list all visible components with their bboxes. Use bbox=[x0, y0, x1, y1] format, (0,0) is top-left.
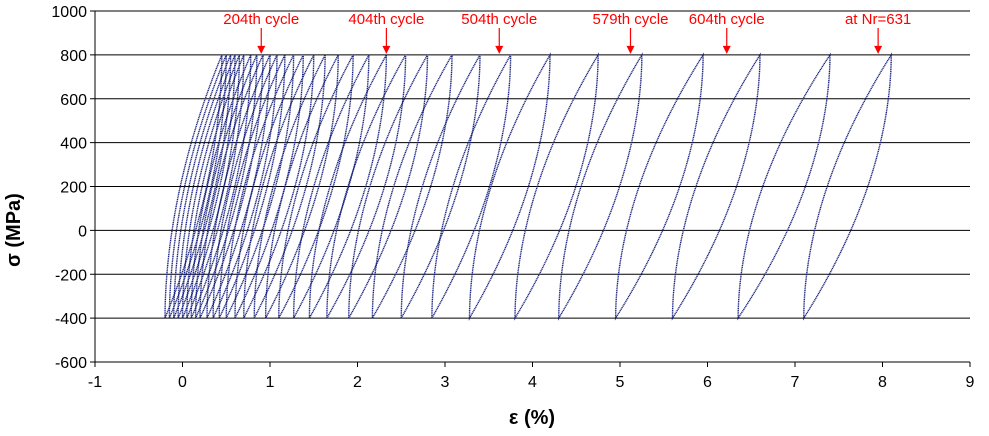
loop-series-10 bbox=[206, 54, 271, 319]
loop-series-2 bbox=[168, 54, 227, 319]
loop-series-9 bbox=[199, 54, 264, 319]
y-tick-label: 200 bbox=[60, 180, 87, 197]
x-tick-label: 9 bbox=[966, 374, 975, 391]
annotation-label-4: 579th cycle bbox=[593, 11, 669, 28]
annotation-arrow-head bbox=[382, 45, 391, 54]
loop-series-22 bbox=[348, 54, 429, 319]
annotation-label-3: 504th cycle bbox=[461, 11, 537, 28]
loop-series-25 bbox=[431, 54, 512, 319]
loop-series-12 bbox=[218, 54, 286, 319]
annotations: 204th cycle 404th cycle 504th cycle 579th c… bbox=[223, 11, 911, 54]
x-tick-label: 7 bbox=[791, 374, 800, 391]
annotation-label-2: 404th cycle bbox=[348, 11, 424, 28]
annotation-label-6: at Nr=631 bbox=[845, 11, 911, 28]
annotation-label-1: 204th cycle bbox=[223, 11, 299, 28]
loop-series-27 bbox=[514, 52, 599, 321]
x-tick-label: 5 bbox=[616, 374, 625, 391]
loop-series-17 bbox=[264, 54, 339, 319]
loop-series-14 bbox=[234, 54, 304, 319]
loop-series-6 bbox=[186, 54, 245, 319]
loop-series-8 bbox=[194, 54, 258, 319]
loop-series-15 bbox=[243, 54, 315, 319]
x-tick-label: 2 bbox=[353, 374, 362, 391]
annotation-arrow-head bbox=[722, 45, 731, 54]
annotation-arrow-head bbox=[495, 45, 504, 54]
y-tick-label: -200 bbox=[55, 267, 87, 284]
annotation-arrow-head bbox=[257, 45, 266, 54]
y-tick-label: 800 bbox=[60, 48, 87, 65]
loop-series-5 bbox=[181, 54, 241, 319]
loop-series-26 bbox=[468, 52, 551, 321]
loop-series-28 bbox=[558, 52, 643, 321]
loop-series-16 bbox=[253, 54, 326, 319]
annotation-label-5: 604th cycle bbox=[689, 11, 765, 28]
loop-series-29 bbox=[614, 52, 704, 321]
loop-series-32 bbox=[803, 52, 892, 321]
x-tick-label: 0 bbox=[178, 374, 187, 391]
y-tick-label: 0 bbox=[78, 223, 87, 240]
y-tick-label: 400 bbox=[60, 136, 87, 153]
loop-series-13 bbox=[225, 54, 295, 319]
annotation-arrow-head bbox=[626, 45, 635, 54]
loop-series-4 bbox=[177, 54, 236, 319]
loop-series-19 bbox=[292, 54, 370, 319]
loop-series-23 bbox=[371, 54, 453, 319]
x-tick-label: 1 bbox=[266, 374, 275, 391]
loop-series-11 bbox=[212, 54, 278, 319]
annotation-arrow-head bbox=[874, 45, 883, 54]
y-tick-label: 1000 bbox=[51, 4, 87, 21]
loop-series-30 bbox=[671, 52, 761, 321]
loop-series-21 bbox=[326, 54, 407, 319]
loop-series-20 bbox=[308, 54, 388, 319]
loop-series-31 bbox=[737, 52, 831, 321]
x-tick-label: 8 bbox=[878, 374, 887, 391]
loop-series-1 bbox=[164, 54, 223, 319]
y-tick-label: -600 bbox=[55, 355, 87, 372]
x-axis-title: ε (%) bbox=[509, 407, 555, 429]
y-tick-label: -400 bbox=[55, 311, 87, 328]
y-axis-title: σ (MPa) bbox=[3, 193, 25, 267]
x-tick-label: 3 bbox=[441, 374, 450, 391]
hysteresis-loops bbox=[164, 52, 892, 321]
x-tick-label: 6 bbox=[703, 374, 712, 391]
x-tick-label: -1 bbox=[88, 374, 102, 391]
x-tick-label: 4 bbox=[528, 374, 537, 391]
loop-series-3 bbox=[173, 54, 232, 319]
y-tick-label: 600 bbox=[60, 92, 87, 109]
tick-labels: -600 -400 -200 0 200 400 600 800 1000 -1 0 1 2 3 4 5 6 7 8… bbox=[51, 4, 974, 391]
loop-series-24 bbox=[400, 54, 481, 319]
